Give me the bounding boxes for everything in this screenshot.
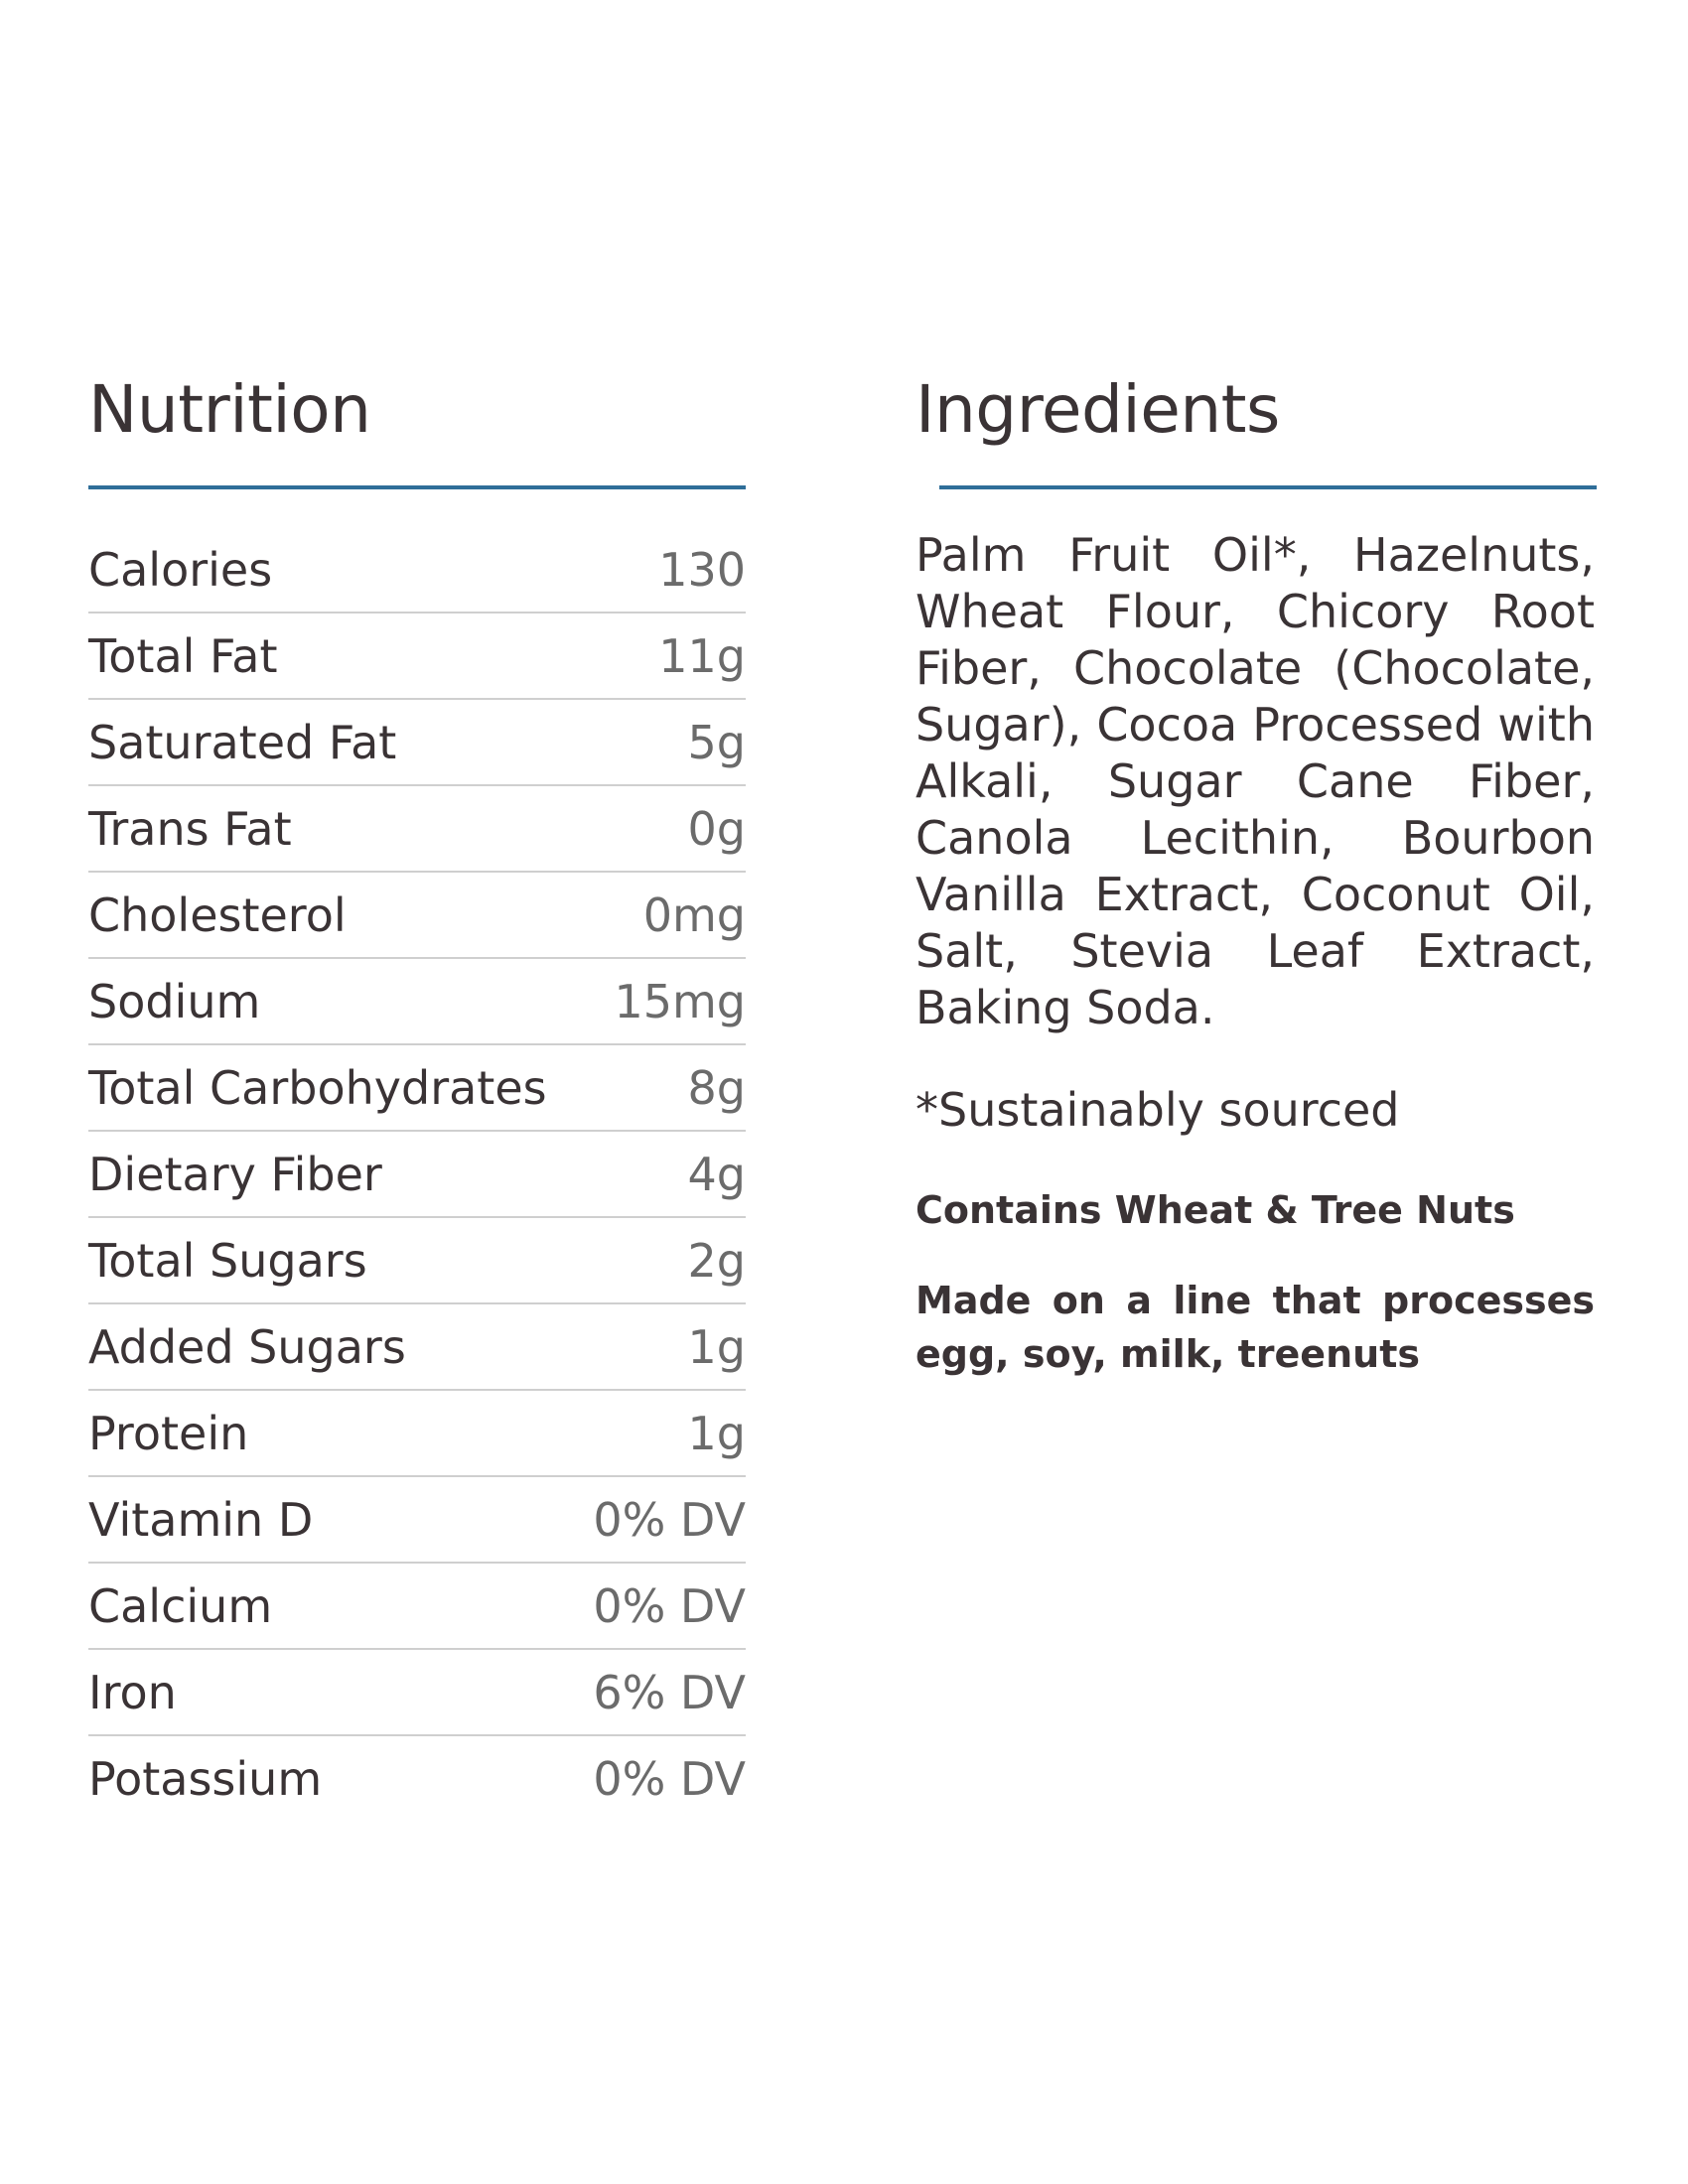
nutrient-value: 5g (687, 715, 746, 769)
nutrient-row-trans-fat: Trans Fat 0g (88, 786, 746, 873)
nutrient-label: Sodium (88, 974, 261, 1028)
nutrient-value: 15mg (614, 974, 746, 1028)
nutrient-label: Calcium (88, 1578, 273, 1633)
nutrition-title: Nutrition (88, 371, 371, 448)
nutrition-panel: Nutrition Calories 130 Total Fat 11g Sat… (88, 362, 746, 1821)
nutrient-value: 1g (687, 1406, 746, 1460)
sourcing-footnote: *Sustainably sourced (915, 1083, 1400, 1137)
nutrient-value: 11g (658, 628, 746, 683)
nutrient-row-total-sugars: Total Sugars 2g (88, 1218, 746, 1304)
nutrient-value: 0g (687, 801, 746, 856)
nutrient-label: Saturated Fat (88, 715, 397, 769)
nutrient-label: Calories (88, 542, 273, 597)
nutrient-row-calories: Calories 130 (88, 527, 746, 614)
ingredients-title: Ingredients (915, 371, 1280, 448)
nutrient-list: Calories 130 Total Fat 11g Saturated Fat… (88, 527, 746, 1821)
nutrient-value: 130 (658, 542, 746, 597)
nutrient-value: 0% DV (593, 1751, 746, 1806)
nutrient-label: Protein (88, 1406, 249, 1460)
allergen-statement: Contains Wheat & Tree Nuts (915, 1188, 1515, 1232)
nutrient-value: 6% DV (593, 1665, 746, 1719)
nutrient-value: 4g (687, 1147, 746, 1201)
nutrient-row-potassium: Potassium 0% DV (88, 1736, 746, 1821)
nutrient-value: 0mg (642, 887, 746, 942)
nutrient-row-iron: Iron 6% DV (88, 1650, 746, 1736)
nutrient-label: Trans Fat (88, 801, 292, 856)
nutrient-row-cholesterol: Cholesterol 0mg (88, 873, 746, 959)
nutrient-label: Total Carbohydrates (88, 1060, 547, 1115)
nutrient-label: Iron (88, 1665, 177, 1719)
nutrient-value: 2g (687, 1233, 746, 1288)
nutrient-row-total-carbohydrates: Total Carbohydrates 8g (88, 1045, 746, 1132)
nutrient-label: Cholesterol (88, 887, 347, 942)
nutrient-value: 1g (687, 1319, 746, 1374)
nutrient-label: Total Sugars (88, 1233, 367, 1288)
nutrient-value: 8g (687, 1060, 746, 1115)
nutrient-row-protein: Protein 1g (88, 1391, 746, 1477)
nutrient-row-calcium: Calcium 0% DV (88, 1564, 746, 1650)
ingredients-title-rule (939, 485, 1597, 489)
nutrient-row-total-fat: Total Fat 11g (88, 614, 746, 700)
nutrient-row-dietary-fiber: Dietary Fiber 4g (88, 1132, 746, 1218)
ingredients-panel: Ingredients Palm Fruit Oil*, Hazelnuts, … (915, 362, 1597, 1419)
nutrition-title-rule (88, 485, 746, 489)
nutrient-value: 0% DV (593, 1492, 746, 1547)
nutrient-label: Vitamin D (88, 1492, 314, 1547)
nutrient-label: Potassium (88, 1751, 323, 1806)
nutrient-row-added-sugars: Added Sugars 1g (88, 1304, 746, 1391)
nutrient-label: Dietary Fiber (88, 1147, 382, 1201)
nutrient-label: Added Sugars (88, 1319, 406, 1374)
nutrient-row-saturated-fat: Saturated Fat 5g (88, 700, 746, 786)
nutrient-value: 0% DV (593, 1578, 746, 1633)
nutrient-row-vitamin-d: Vitamin D 0% DV (88, 1477, 746, 1564)
nutrient-label: Total Fat (88, 628, 278, 683)
ingredients-text: Palm Fruit Oil*, Hazelnuts, Wheat Flour,… (915, 528, 1595, 1034)
facility-statement: Made on a line that processes egg, soy, … (915, 1279, 1595, 1376)
nutrient-row-sodium: Sodium 15mg (88, 959, 746, 1045)
